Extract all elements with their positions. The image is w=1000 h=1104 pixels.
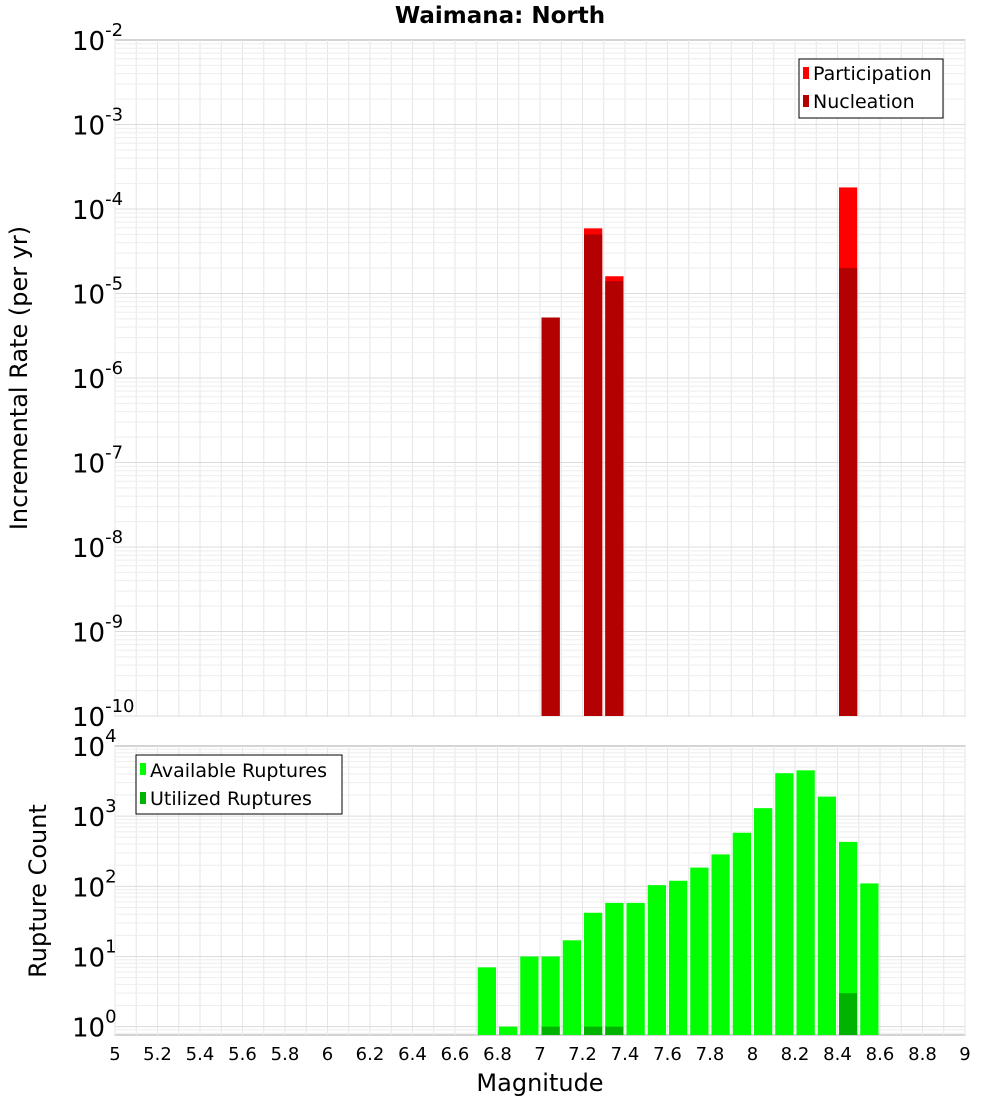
x-tick-label: 5 — [109, 1044, 120, 1065]
count-bar-available-ruptures — [499, 1026, 518, 1035]
rate-bars — [541, 187, 858, 717]
legend-swatch-participation — [803, 67, 809, 79]
count-bar-available-ruptures — [839, 841, 858, 1035]
x-axis-label: Magnitude — [476, 1069, 603, 1097]
legend-label-nucleation: Nucleation — [813, 91, 915, 113]
count-bar-available-ruptures — [520, 956, 539, 1035]
rate-bar-nucleation — [605, 281, 624, 716]
count-bar-available-ruptures — [711, 854, 730, 1035]
x-tick-label: 5.4 — [186, 1044, 215, 1065]
y-tick-label: 10-5 — [72, 274, 123, 311]
x-tick-label: 6.8 — [483, 1044, 512, 1065]
count-bar-available-ruptures — [605, 902, 624, 1035]
x-tick-label: 5.6 — [228, 1044, 257, 1065]
count-bars — [477, 770, 879, 1035]
rate-legend: Participation Nucleation — [798, 58, 944, 119]
x-tick-label: 7.8 — [696, 1044, 725, 1065]
count-y-tick-labels: 100 101 102 103 104 — [72, 726, 117, 1044]
y-tick-label: 101 — [72, 936, 117, 973]
legend-label-utilized: Utilized Ruptures — [150, 788, 312, 810]
rate-legend-box — [798, 58, 944, 119]
count-bar-utilized-ruptures — [605, 1026, 624, 1035]
count-bar-available-ruptures — [775, 773, 794, 1035]
y-tick-label: 10-9 — [72, 612, 123, 649]
rate-bar-nucleation — [584, 234, 603, 717]
count-bar-utilized-ruptures — [584, 1026, 603, 1035]
count-bar-utilized-ruptures — [839, 993, 858, 1035]
x-tick-label: 6.6 — [441, 1044, 470, 1065]
count-bar-available-ruptures — [562, 940, 581, 1035]
y-tick-label: 10-4 — [72, 189, 123, 226]
rate-y-tick-labels: 10-10 10-9 10-8 10-7 10-6 10-5 10-4 10-3 10-2 — [72, 20, 135, 733]
y-tick-label: 10-7 — [72, 443, 123, 480]
x-tick-label: 6.4 — [398, 1044, 427, 1065]
chart-title: Waimana: North — [395, 3, 605, 29]
count-bar-available-ruptures — [796, 770, 815, 1035]
x-tick-label: 7.6 — [653, 1044, 682, 1065]
rate-gridlines — [114, 40, 966, 717]
x-tick-label: 5.8 — [271, 1044, 300, 1065]
x-tick-label: 6 — [322, 1044, 333, 1065]
x-tick-label: 8.4 — [823, 1044, 852, 1065]
x-tick-label: 8.6 — [866, 1044, 895, 1065]
y-tick-label: 103 — [72, 796, 117, 833]
x-tick-label: 6.2 — [356, 1044, 385, 1065]
count-bar-available-ruptures — [626, 902, 645, 1035]
legend-swatch-available — [140, 763, 146, 775]
count-bar-available-ruptures — [477, 967, 496, 1035]
legend-label-participation: Participation — [813, 63, 932, 85]
rate-bar-nucleation — [541, 317, 560, 716]
count-bar-available-ruptures — [669, 880, 688, 1035]
x-tick-label: 9 — [959, 1044, 970, 1065]
count-bar-available-ruptures — [860, 883, 879, 1035]
count-panel: 100 101 102 103 104 5 5.2 5.4 5.6 5.8 6 6.2 6.4 6.6 6… — [24, 726, 971, 1097]
y-tick-label: 104 — [72, 726, 117, 763]
count-bar-available-ruptures — [647, 885, 666, 1035]
y-tick-label: 10-3 — [72, 105, 123, 142]
count-bar-available-ruptures — [817, 796, 836, 1035]
count-bar-available-ruptures — [541, 956, 560, 1035]
x-tick-label: 7 — [534, 1044, 545, 1065]
x-tick-label: 5.2 — [143, 1044, 172, 1065]
count-x-tick-labels: 5 5.2 5.4 5.6 5.8 6 6.2 6.4 6.6 6.8 7 7.2 7.4 7.6 7.8 8… — [109, 1044, 970, 1065]
rate-y-axis-label: Incremental Rate (per yr) — [5, 226, 33, 530]
count-legend: Available Ruptures Utilized Ruptures — [135, 754, 343, 815]
legend-label-available: Available Ruptures — [150, 760, 327, 782]
count-legend-box — [135, 754, 343, 815]
y-tick-label: 10-2 — [72, 20, 123, 57]
legend-swatch-utilized — [140, 792, 146, 804]
x-tick-label: 8.2 — [781, 1044, 810, 1065]
y-tick-label: 10-8 — [72, 527, 123, 564]
y-tick-label: 102 — [72, 866, 117, 903]
count-bar-utilized-ruptures — [541, 1026, 560, 1035]
count-bar-available-ruptures — [732, 832, 751, 1035]
rate-bar-nucleation — [839, 268, 858, 716]
y-tick-label: 10-10 — [72, 696, 135, 733]
count-y-axis-label: Rupture Count — [24, 804, 52, 978]
x-tick-label: 7.4 — [611, 1044, 640, 1065]
count-bar-available-ruptures — [690, 867, 709, 1035]
legend-swatch-nucleation — [803, 95, 809, 107]
y-tick-label: 10-6 — [72, 358, 123, 395]
x-tick-label: 8 — [747, 1044, 758, 1065]
rate-panel: Waimana: North 10-10 10-9 10-8 10-7 10-6 10-5… — [5, 3, 966, 733]
count-bar-available-ruptures — [584, 912, 603, 1035]
x-tick-label: 7.2 — [568, 1044, 597, 1065]
y-tick-label: 100 — [72, 1007, 117, 1044]
x-tick-label: 8.8 — [908, 1044, 937, 1065]
count-bar-available-ruptures — [754, 808, 773, 1035]
